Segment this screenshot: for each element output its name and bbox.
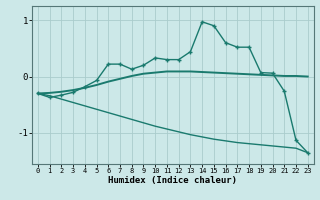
X-axis label: Humidex (Indice chaleur): Humidex (Indice chaleur) [108,176,237,185]
